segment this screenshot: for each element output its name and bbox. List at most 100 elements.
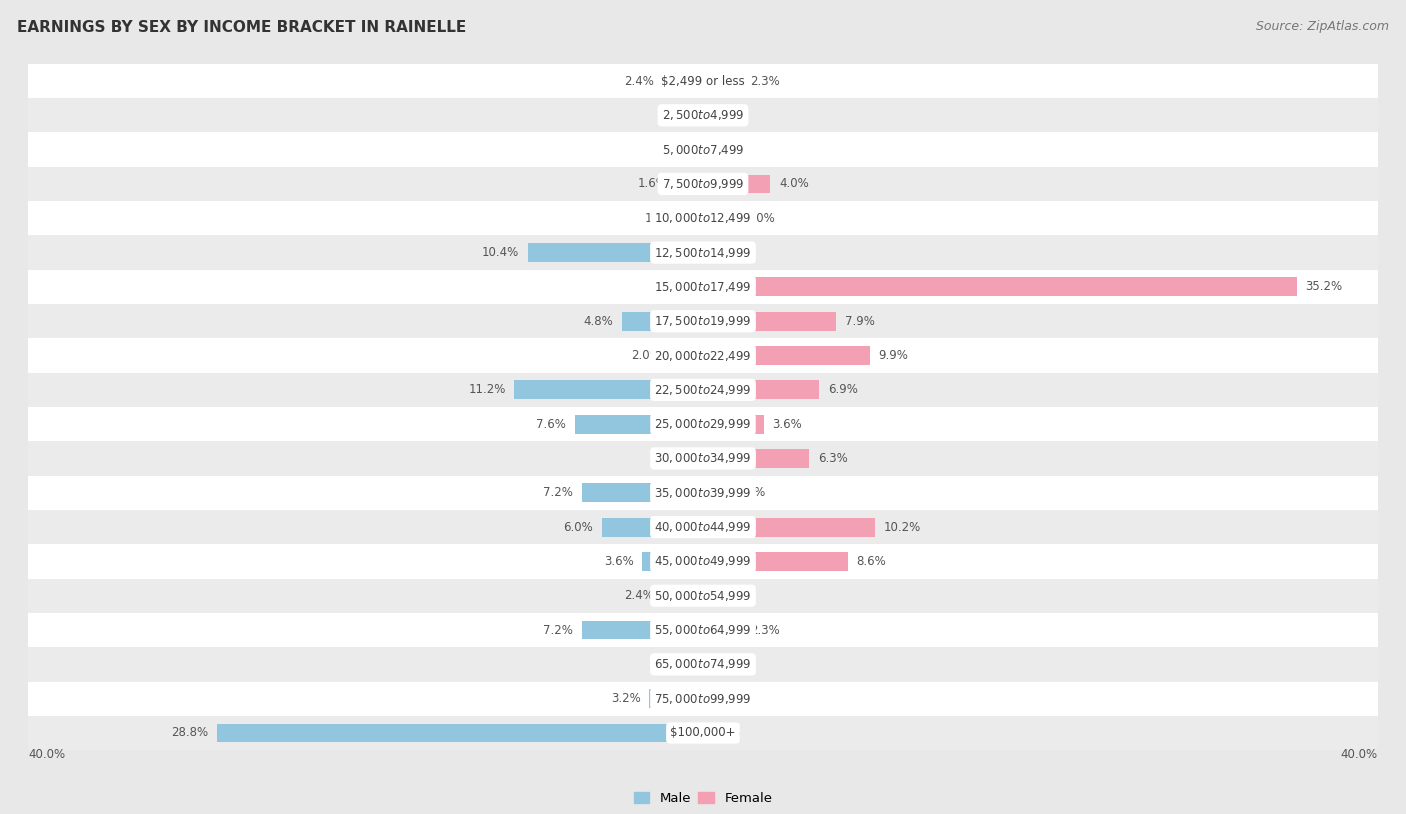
Text: 40.0%: 40.0%	[1341, 748, 1378, 761]
Text: $25,000 to $29,999: $25,000 to $29,999	[654, 417, 752, 431]
Bar	[676, 174, 703, 194]
Text: 0.4%: 0.4%	[658, 280, 688, 293]
Text: 3.2%: 3.2%	[610, 692, 641, 705]
Bar	[703, 312, 837, 330]
Text: $40,000 to $44,999: $40,000 to $44,999	[654, 520, 752, 534]
Text: $45,000 to $49,999: $45,000 to $49,999	[654, 554, 752, 568]
Bar	[217, 724, 703, 742]
Text: $35,000 to $39,999: $35,000 to $39,999	[654, 486, 752, 500]
Bar	[28, 579, 1378, 613]
Bar	[515, 380, 703, 400]
Text: 9.9%: 9.9%	[879, 349, 908, 362]
Text: 8.6%: 8.6%	[856, 555, 886, 568]
Text: 0.0%: 0.0%	[711, 143, 741, 156]
Text: Source: ZipAtlas.com: Source: ZipAtlas.com	[1256, 20, 1389, 33]
Bar	[703, 484, 720, 502]
Text: 0.0%: 0.0%	[711, 692, 741, 705]
Bar	[582, 484, 703, 502]
Bar	[28, 441, 1378, 475]
Bar	[621, 312, 703, 330]
Bar	[28, 201, 1378, 235]
Bar	[703, 346, 870, 365]
Text: 2.4%: 2.4%	[624, 75, 654, 87]
Bar	[28, 269, 1378, 304]
Text: 6.3%: 6.3%	[818, 452, 848, 465]
Text: 10.4%: 10.4%	[482, 246, 519, 259]
Bar	[703, 278, 1296, 296]
Bar	[703, 380, 820, 400]
Bar	[28, 407, 1378, 441]
Text: 1.2%: 1.2%	[644, 212, 675, 225]
Text: $50,000 to $54,999: $50,000 to $54,999	[654, 589, 752, 602]
Bar	[28, 510, 1378, 545]
Bar	[28, 98, 1378, 133]
Bar	[527, 243, 703, 262]
Bar	[703, 414, 763, 434]
Text: 0.0%: 0.0%	[711, 658, 741, 671]
Bar	[28, 681, 1378, 716]
Bar	[703, 209, 737, 228]
Text: $22,500 to $24,999: $22,500 to $24,999	[654, 383, 752, 397]
Text: 6.0%: 6.0%	[564, 521, 593, 534]
Bar	[662, 586, 703, 605]
Text: 2.0%: 2.0%	[631, 349, 661, 362]
Bar	[650, 689, 703, 708]
Text: $10,000 to $12,499: $10,000 to $12,499	[654, 212, 752, 225]
Bar	[703, 174, 770, 194]
Text: 4.0%: 4.0%	[779, 177, 808, 190]
Text: 2.4%: 2.4%	[624, 589, 654, 602]
Text: 0.0%: 0.0%	[665, 658, 695, 671]
Text: EARNINGS BY SEX BY INCOME BRACKET IN RAINELLE: EARNINGS BY SEX BY INCOME BRACKET IN RAI…	[17, 20, 467, 35]
Bar	[28, 63, 1378, 98]
Text: 7.2%: 7.2%	[543, 624, 574, 637]
Text: 11.2%: 11.2%	[468, 383, 506, 396]
Text: 2.3%: 2.3%	[751, 624, 780, 637]
Text: 0.0%: 0.0%	[711, 109, 741, 122]
Text: 6.9%: 6.9%	[828, 383, 858, 396]
Bar	[28, 647, 1378, 681]
Text: $65,000 to $74,999: $65,000 to $74,999	[654, 658, 752, 672]
Bar	[28, 235, 1378, 269]
Text: 2.3%: 2.3%	[751, 75, 780, 87]
Text: 28.8%: 28.8%	[172, 727, 208, 739]
Text: 3.6%: 3.6%	[605, 555, 634, 568]
Text: 40.0%: 40.0%	[28, 748, 65, 761]
Text: $75,000 to $99,999: $75,000 to $99,999	[654, 692, 752, 706]
Text: 0.99%: 0.99%	[728, 486, 765, 499]
Bar	[28, 373, 1378, 407]
Bar	[703, 552, 848, 571]
Text: $5,000 to $7,499: $5,000 to $7,499	[662, 142, 744, 156]
Bar	[703, 72, 742, 90]
Bar	[703, 518, 875, 536]
Bar	[28, 339, 1378, 373]
Text: 0.0%: 0.0%	[711, 727, 741, 739]
Text: 0.0%: 0.0%	[711, 246, 741, 259]
Text: 2.0%: 2.0%	[745, 212, 775, 225]
Text: 1.6%: 1.6%	[638, 177, 668, 190]
Bar	[662, 72, 703, 90]
Text: $2,499 or less: $2,499 or less	[661, 75, 745, 87]
Text: $7,500 to $9,999: $7,500 to $9,999	[662, 177, 744, 191]
Bar	[703, 620, 742, 640]
Text: $15,000 to $17,499: $15,000 to $17,499	[654, 280, 752, 294]
Bar	[643, 552, 703, 571]
Text: 7.2%: 7.2%	[543, 486, 574, 499]
Text: $30,000 to $34,999: $30,000 to $34,999	[654, 452, 752, 466]
Text: $100,000+: $100,000+	[671, 727, 735, 739]
Bar	[28, 133, 1378, 167]
Bar	[602, 518, 703, 536]
Text: 35.2%: 35.2%	[1305, 280, 1343, 293]
Bar	[28, 613, 1378, 647]
Text: 0.0%: 0.0%	[665, 452, 695, 465]
Bar	[28, 167, 1378, 201]
Text: 0.0%: 0.0%	[665, 109, 695, 122]
Bar	[703, 449, 810, 468]
Bar	[28, 545, 1378, 579]
Bar	[696, 278, 703, 296]
Text: $17,500 to $19,999: $17,500 to $19,999	[654, 314, 752, 328]
Text: $2,500 to $4,999: $2,500 to $4,999	[662, 108, 744, 122]
Text: 10.2%: 10.2%	[883, 521, 921, 534]
Bar	[28, 475, 1378, 510]
Text: 7.6%: 7.6%	[537, 418, 567, 431]
Text: 3.6%: 3.6%	[772, 418, 801, 431]
